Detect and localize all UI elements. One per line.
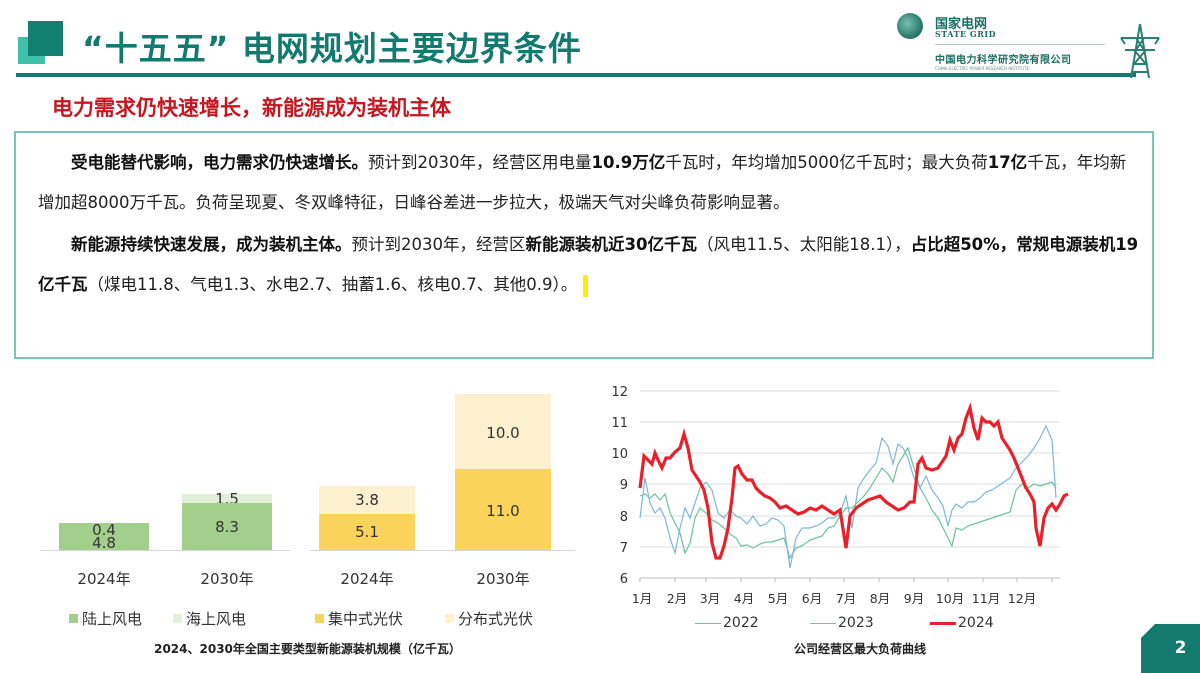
para1-lead: 受电能替代影响，电力需求仍快速增长。 <box>71 153 368 172</box>
x-label-solar-2030: 2030年 <box>476 570 530 588</box>
x-label-wind-2024: 2024年 <box>77 570 131 588</box>
bar-onshore-2030: 8.3 <box>182 503 272 550</box>
para2-lead: 新能源持续快速发展，成为装机主体。 <box>71 235 352 254</box>
svg-text:8月: 8月 <box>870 591 890 606</box>
wind-baseline <box>40 550 290 551</box>
para1-text2: 千瓦时，年均增加5000亿千瓦时；最大负荷 <box>665 153 988 172</box>
logo-separator <box>935 44 1105 45</box>
capacity-bar-chart: 0.4 4.8 1.5 8.3 3.8 5.1 10.0 11.0 2024年 … <box>35 378 580 658</box>
svg-text:4月: 4月 <box>734 591 754 606</box>
bar-chart-caption: 2024、2030年全国主要类型新能源装机规模（亿千瓦） <box>154 642 461 656</box>
svg-text:11: 11 <box>611 416 628 431</box>
legend-label: 2022 <box>723 615 759 631</box>
legend-distributed-pv: 分布式光伏 <box>445 608 533 629</box>
svg-text:6: 6 <box>620 572 628 587</box>
legend-swatch-icon <box>69 614 78 623</box>
logo-org-name: 中国电力科学研究院有限公司 <box>935 55 1072 66</box>
para1-text3: 千瓦，年均新增加超8000万千瓦。负荷呈现夏、冬双峰特征，日峰谷差进一步拉大，极… <box>38 153 1127 212</box>
legend-swatch-icon <box>315 614 324 623</box>
para1-highlight-consumption: 10.9万亿 <box>591 153 666 172</box>
page-number-badge: 2 <box>1141 624 1200 673</box>
bar-offshore-2030: 1.5 <box>182 491 272 507</box>
bar-distributed-pv-2024: 3.8 <box>319 486 415 514</box>
legend-label: 2023 <box>838 615 874 631</box>
svg-text:10: 10 <box>611 447 628 462</box>
legend-line-icon <box>930 621 956 625</box>
svg-text:9: 9 <box>620 478 628 493</box>
legend-offshore-wind: 海上风电 <box>173 608 246 629</box>
summary-textbox: 受电能替代影响，电力需求仍快速增长。预计到2030年，经营区用电量10.9万亿千… <box>14 131 1154 359</box>
paragraph-demand: 受电能替代影响，电力需求仍快速增长。预计到2030年，经营区用电量10.9万亿千… <box>38 143 1140 223</box>
bar-label-centralized-2030: 11.0 <box>486 502 520 520</box>
x-label-solar-2024: 2024年 <box>340 570 394 588</box>
para2-text3: （煤电11.8、气电1.3、水电2.7、抽蓄1.6、核电0.7、其他0.9）。 <box>87 275 578 294</box>
svg-text:5月: 5月 <box>768 591 788 606</box>
svg-text:10月: 10月 <box>936 591 964 606</box>
logo-en-name: STATE GRID <box>935 29 997 39</box>
legend-swatch-icon <box>445 614 454 623</box>
title-divider <box>16 73 1136 77</box>
legend-line-icon <box>695 622 721 624</box>
svg-text:1月: 1月 <box>632 591 652 606</box>
legend-label: 2024 <box>958 615 994 631</box>
page-title: “十五五” 电网规划主要边界条件 <box>82 29 582 68</box>
bar-label-distributed-2024: 3.8 <box>355 491 379 509</box>
bar-centralized-pv-2030: 11.0 <box>455 469 551 550</box>
para2-text1: 预计到2030年，经营区 <box>351 235 526 254</box>
legend-2023: 2023 <box>810 615 874 631</box>
svg-text:8: 8 <box>620 510 628 525</box>
line-chart-caption: 公司经营区最大负荷曲线 <box>793 642 926 656</box>
para1-text1: 预计到2030年，经营区用电量 <box>368 153 592 172</box>
legend-2022: 2022 <box>695 615 759 631</box>
paragraph-capacity: 新能源持续快速发展，成为装机主体。预计到2030年，经营区新能源装机近30亿千瓦… <box>38 225 1140 305</box>
section-subtitle: 电力需求仍快速增长，新能源成为装机主体 <box>52 96 451 120</box>
decor-square-dark <box>28 21 63 56</box>
svg-text:3月: 3月 <box>700 591 720 606</box>
title-decoration-icon <box>18 20 63 65</box>
solar-baseline <box>310 550 575 551</box>
legend-label: 集中式光伏 <box>328 610 404 628</box>
bar-label-offshore-2024: 0.4 <box>92 521 116 539</box>
para2-text2: （风电11.5、太阳能18.1）， <box>696 235 911 254</box>
svg-text:2月: 2月 <box>667 591 687 606</box>
power-pylon-icon <box>1120 23 1160 79</box>
max-load-line-chart: 12 11 10 9 8 7 6 1月 2月 3月 4月 5月 6月 7月 8月 9月 1… <box>600 378 1070 668</box>
legend-label: 陆上风电 <box>82 610 143 628</box>
state-grid-logo: 国家电网 STATE GRID 中国电力科学研究院有限公司 CHINA ELEC… <box>893 8 1193 80</box>
bar-distributed-pv-2030: 10.0 <box>455 394 551 469</box>
line-chart-plot: 12 11 10 9 8 7 6 1月 2月 3月 4月 5月 6月 7月 8月 9月 1… <box>611 385 1069 606</box>
legend-onshore-wind: 陆上风电 <box>69 608 142 629</box>
bar-centralized-pv-2024: 5.1 <box>319 514 415 550</box>
logo-cn-name: 国家电网 <box>935 17 988 32</box>
bar-label-onshore-2024: 4.8 <box>92 534 116 552</box>
legend-label: 海上风电 <box>186 610 247 628</box>
legend-centralized-pv: 集中式光伏 <box>315 608 403 629</box>
svg-text:12: 12 <box>611 385 628 400</box>
para1-highlight-load: 17亿 <box>987 153 1028 172</box>
svg-text:11月: 11月 <box>972 591 1000 606</box>
legend-line-icon <box>810 622 836 624</box>
para2-highlight-share: 占比超50%，常规电源装机19亿千瓦 <box>38 235 1139 294</box>
legend-label: 分布式光伏 <box>458 610 534 628</box>
svg-text:6月: 6月 <box>802 591 822 606</box>
bar-wind-2024: 0.4 4.8 <box>59 521 149 552</box>
svg-text:7: 7 <box>620 541 628 556</box>
legend-2024: 2024 <box>930 615 994 631</box>
bar-label-onshore-2030: 8.3 <box>215 518 239 536</box>
globe-icon <box>897 13 923 39</box>
text-cursor-highlight <box>583 274 589 297</box>
logo-org-en-name: CHINA ELECTRIC POWER RESEARCH INSTITUTE <box>935 66 1030 71</box>
svg-text:9月: 9月 <box>904 591 924 606</box>
bar-label-distributed-2030: 10.0 <box>486 424 520 442</box>
svg-text:12月: 12月 <box>1008 591 1036 606</box>
bar-label-centralized-2024: 5.1 <box>355 523 379 541</box>
para2-highlight-newenergy: 新能源装机近30亿千瓦 <box>525 235 697 254</box>
legend-swatch-icon <box>173 614 182 623</box>
x-label-wind-2030: 2030年 <box>200 570 254 588</box>
svg-text:7月: 7月 <box>836 591 856 606</box>
